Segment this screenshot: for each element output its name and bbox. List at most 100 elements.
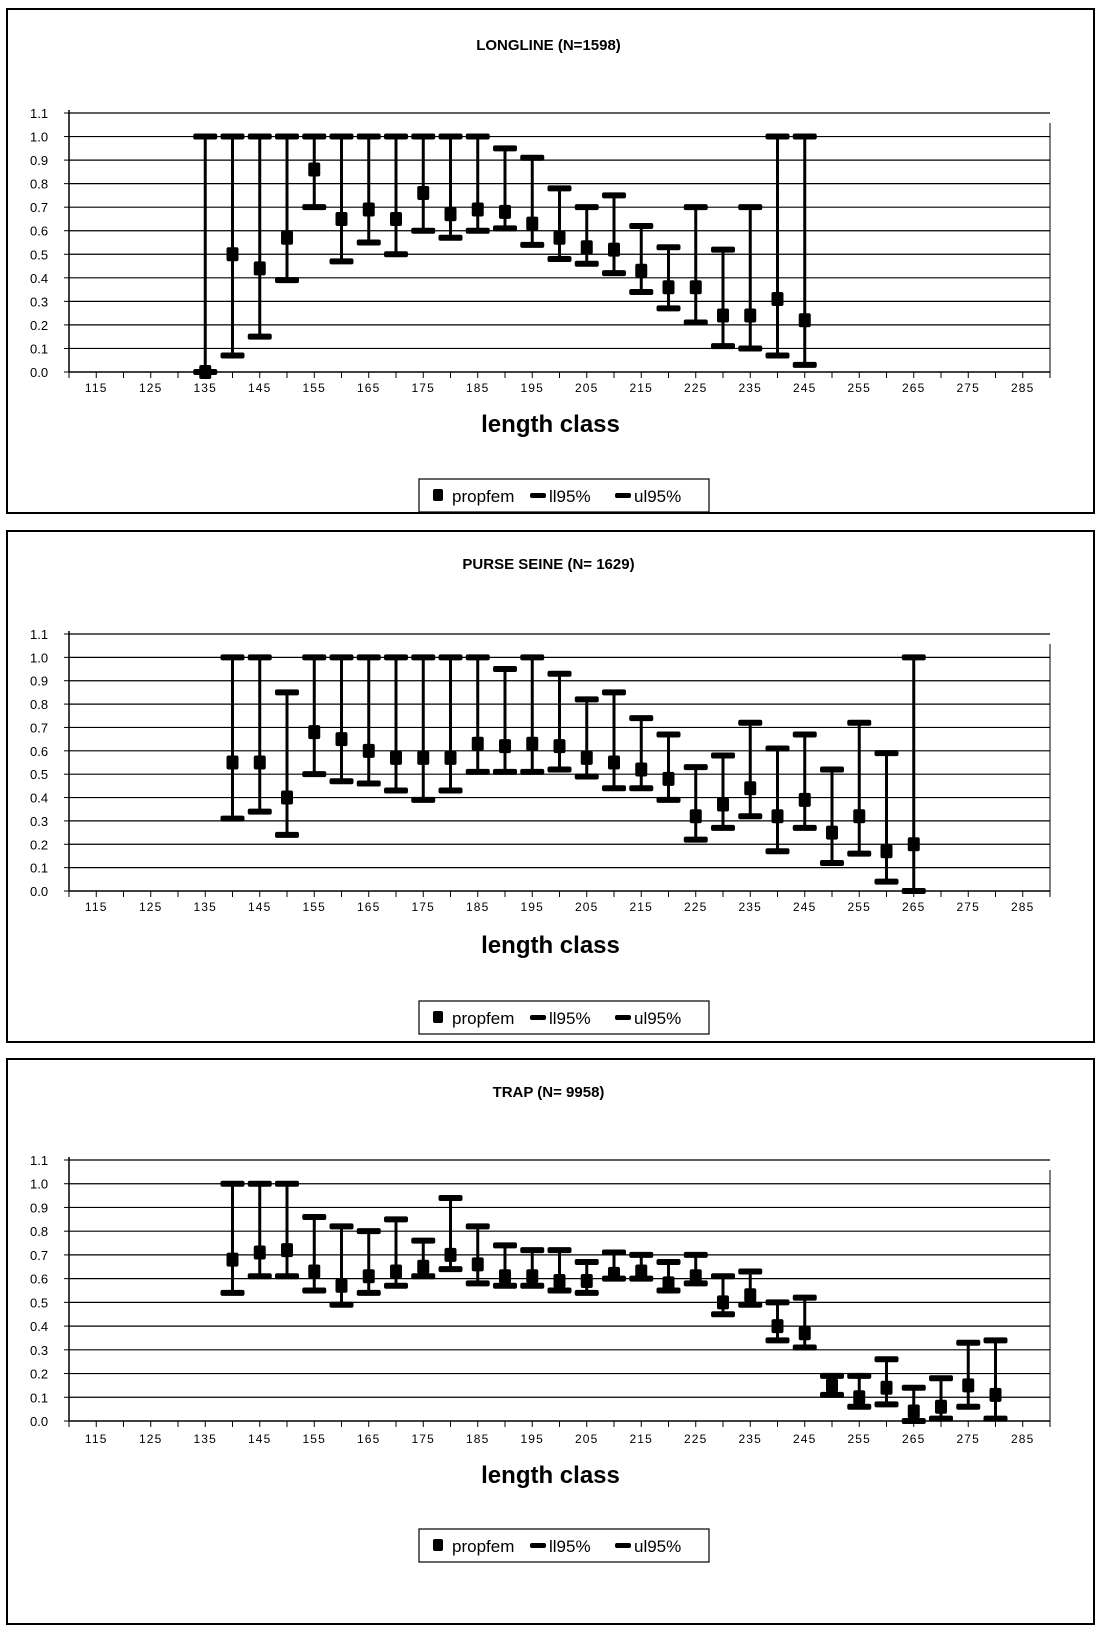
propfem-marker (907, 837, 920, 852)
propfem-marker (989, 1387, 1002, 1402)
x-tick-label: 145 (248, 381, 272, 395)
ll95-marker (493, 225, 517, 232)
ul95-marker (574, 696, 599, 703)
ll95-marker (792, 824, 817, 831)
ul95-marker (384, 1216, 408, 1223)
propfem-marker (553, 1274, 566, 1289)
x-axis-label: length class (481, 411, 620, 438)
y-tick-label: 0.8 (30, 177, 48, 192)
ul95-marker (574, 204, 599, 211)
propfem-marker (471, 1257, 484, 1272)
y-tick-label: 0.3 (30, 814, 48, 829)
ll95-marker (302, 771, 327, 778)
ll95-marker (656, 305, 681, 312)
ul95-marker (683, 764, 708, 771)
ul95-marker (847, 1372, 872, 1379)
propfem-marker (798, 792, 811, 807)
y-tick-label: 0.7 (30, 200, 48, 215)
ul95-marker (765, 745, 790, 752)
x-tick-label: 185 (466, 900, 490, 914)
propfem-marker (390, 1264, 402, 1279)
propfem-marker (771, 1319, 784, 1334)
propfem-marker (717, 797, 729, 812)
y-tick-label: 0.9 (30, 153, 48, 168)
ul95-marker (983, 1337, 1008, 1344)
x-tick-label: 155 (302, 1432, 326, 1446)
ll95-marker (765, 848, 790, 855)
propfem-marker (281, 790, 293, 805)
ul95-marker (629, 1251, 654, 1258)
x-tick-label: 245 (793, 381, 817, 395)
chart-longline: LONGLINE (N=1598) 0.0 0.1 0.2 0.3 0.4 0.5 0.6 0.… (30, 37, 1051, 512)
ll95-marker (247, 808, 272, 815)
ul95-marker (247, 133, 272, 140)
ul95-marker (792, 133, 817, 140)
y-tick-label: 0.3 (30, 1343, 48, 1358)
x-tick-label: 165 (357, 381, 381, 395)
x-tick-label: 195 (520, 900, 544, 914)
ll95-marker (547, 766, 572, 773)
x-tick-label: 115 (85, 381, 108, 395)
chart-panel-purse-seine: PURSE SEINE (N= 1629) 0.0 0.1 0.2 0.3 0.4 0.5 0… (6, 530, 1095, 1043)
legend-propfem-swatch (433, 489, 443, 501)
ll95-marker (275, 831, 299, 838)
propfem-marker (444, 207, 457, 222)
ul95-marker (411, 133, 436, 140)
ul95-marker (438, 654, 463, 661)
legend: propfem ll95% ul95% (418, 1528, 710, 1563)
propfem-marker (308, 162, 321, 177)
ul95-marker (792, 731, 817, 738)
ll95-marker (547, 1287, 572, 1294)
ll95-marker (820, 859, 844, 866)
ll95-marker (356, 1289, 381, 1296)
y-tick-label: 1.1 (30, 1153, 48, 1168)
x-tick-label: 135 (193, 900, 217, 914)
y-tick-label: 0.0 (30, 884, 48, 899)
legend-propfem-swatch (433, 1539, 443, 1551)
ul95-marker (493, 666, 517, 673)
x-tick-label: 195 (520, 1432, 544, 1446)
ul95-marker (302, 1213, 327, 1220)
ul95-marker (738, 1268, 763, 1275)
x-tick-label: 275 (956, 381, 980, 395)
propfem-marker (526, 736, 539, 751)
propfem-marker (526, 1269, 539, 1284)
ul95-marker (302, 654, 327, 661)
y-tick-label: 0.1 (30, 341, 48, 356)
propfem-marker (444, 1247, 457, 1262)
y-tick-label: 1.1 (30, 106, 48, 121)
legend-propfem-swatch (433, 1011, 443, 1023)
ll95-marker (738, 1301, 763, 1308)
ll95-marker (901, 888, 926, 894)
propfem-marker (798, 1326, 811, 1341)
ll95-marker (683, 836, 708, 843)
x-tick-label: 245 (793, 900, 817, 914)
ul95-marker (220, 654, 245, 661)
ll95-marker (901, 1418, 926, 1424)
propfem-marker (281, 230, 293, 245)
ul95-marker (820, 1372, 844, 1379)
ul95-marker (275, 133, 299, 140)
x-tick-label: 215 (629, 381, 653, 395)
propfem-marker (744, 1288, 757, 1303)
propfem-marker (580, 240, 593, 255)
x-tick-label: 115 (85, 900, 108, 914)
x-tick-label: 265 (902, 381, 926, 395)
ll95-marker (956, 1403, 981, 1410)
chart-purse-seine: PURSE SEINE (N= 1629) 0.0 0.1 0.2 0.3 0.4 0.5 0… (30, 556, 1051, 1035)
ll95-marker (874, 878, 899, 885)
ul95-marker (465, 1223, 490, 1230)
ll95-marker (275, 1273, 299, 1280)
x-tick-label: 145 (248, 900, 272, 914)
ul95-marker (874, 1356, 899, 1363)
ul95-marker (438, 133, 463, 140)
propfem-marker (580, 750, 593, 765)
y-tick-label: 0.5 (30, 1295, 48, 1310)
x-tick-label: 215 (629, 1432, 653, 1446)
x-tick-label: 285 (1011, 900, 1035, 914)
ll95-marker (929, 1415, 953, 1422)
ul95-marker (384, 133, 408, 140)
ul95-marker (329, 1223, 354, 1230)
propfem-marker (608, 1266, 620, 1281)
propfem-marker (417, 186, 430, 201)
